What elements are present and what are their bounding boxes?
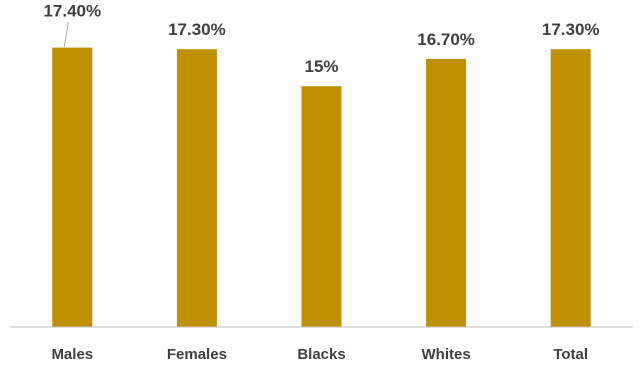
bars-group (52, 47, 591, 328)
bar-blacks (301, 86, 342, 327)
data-label-males: 17.40% (43, 2, 101, 21)
data-label-leader-line (63, 22, 69, 47)
category-label-females: Females (167, 346, 227, 363)
category-label-total: Total (553, 346, 588, 363)
category-label-males: Males (51, 346, 93, 363)
bar-males (52, 47, 93, 327)
bar-females (176, 49, 217, 327)
bar-total (550, 49, 591, 327)
data-label-whites: 16.70% (417, 30, 475, 49)
data-label-blacks: 15% (304, 57, 338, 76)
bar-whites (426, 58, 467, 328)
category-label-whites: Whites (422, 346, 471, 363)
category-labels-group: Males Females Blacks Whites Total (51, 346, 588, 363)
data-label-females: 17.30% (168, 20, 226, 39)
data-labels-group: 17.40% 17.30% 15% 16.70% 17.30% (43, 2, 599, 77)
category-label-blacks: Blacks (297, 346, 345, 363)
data-label-total: 17.30% (542, 20, 600, 39)
